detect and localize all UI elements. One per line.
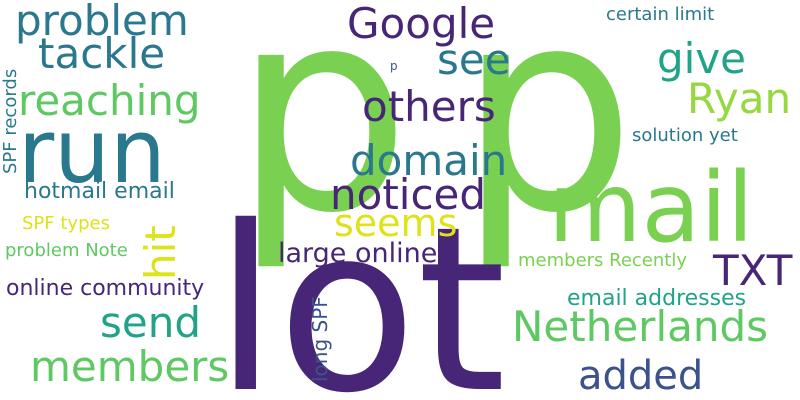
word-tackle: tackle [38,29,166,78]
word-certain-limit: certain limit [606,4,715,25]
word-lot: lot [214,177,507,400]
word-members-recently: members Recently [518,250,688,271]
word-hit: hit [136,225,185,280]
word-run: run [18,100,166,203]
word-give: give [657,34,747,83]
word-txt: TXT [713,246,793,295]
word-seems: seems [334,201,458,245]
word-large-online: large online [278,238,438,269]
word-ryan: Ryan [687,74,792,123]
word-added: added [578,353,704,399]
word-long-spf: long SPF [308,296,332,382]
word-small-p: p [390,59,398,73]
word-netherlands: Netherlands [512,302,769,351]
word-solution-yet: solution yet [632,125,738,146]
word-noticed: noticed [330,170,487,219]
word-send: send [100,298,202,347]
word-spf-types: SPF types [22,213,110,234]
word-problem: problem [15,0,189,45]
word-domain: domain [350,136,508,185]
word-see: see [437,35,511,84]
word-online-community: online community [6,276,205,301]
word-p-left: p [233,0,411,275]
word-members: members [30,342,230,391]
word-p-right: p [458,0,636,275]
word-mail: mail [548,152,754,264]
word-google: Google [347,0,496,48]
word-reaching: reaching [18,76,201,125]
word-hotmail-email: hotmail email [24,179,175,204]
word-email-addresses: email addresses [567,286,747,311]
word-others: others [362,82,496,131]
word-problem-note: problem Note [5,240,128,261]
word-spf-records: SPF records [0,68,21,174]
